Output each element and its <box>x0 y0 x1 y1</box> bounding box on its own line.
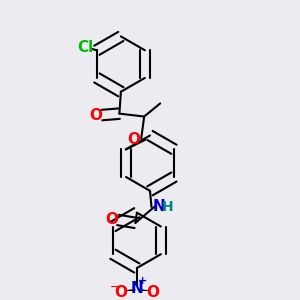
Text: +: + <box>137 276 147 286</box>
Text: O: O <box>106 212 118 227</box>
Text: O: O <box>114 285 128 300</box>
Text: H: H <box>162 200 173 214</box>
Text: O: O <box>146 285 159 300</box>
Text: Cl: Cl <box>77 40 93 55</box>
Text: −: − <box>110 280 120 293</box>
Text: N: N <box>130 281 143 296</box>
Text: O: O <box>90 108 103 123</box>
Text: O: O <box>128 132 140 147</box>
Text: N: N <box>152 200 165 214</box>
